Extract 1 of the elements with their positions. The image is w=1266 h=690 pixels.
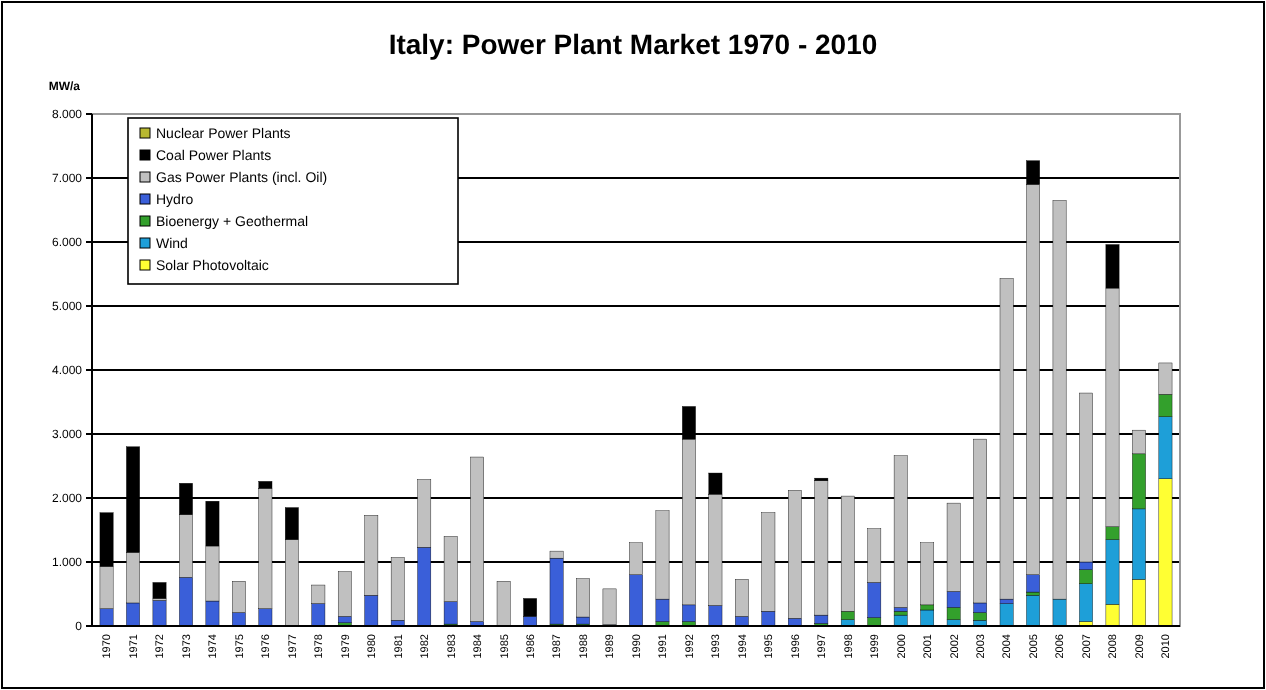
chart-title: Italy: Power Plant Market 1970 - 2010 [388,28,878,60]
